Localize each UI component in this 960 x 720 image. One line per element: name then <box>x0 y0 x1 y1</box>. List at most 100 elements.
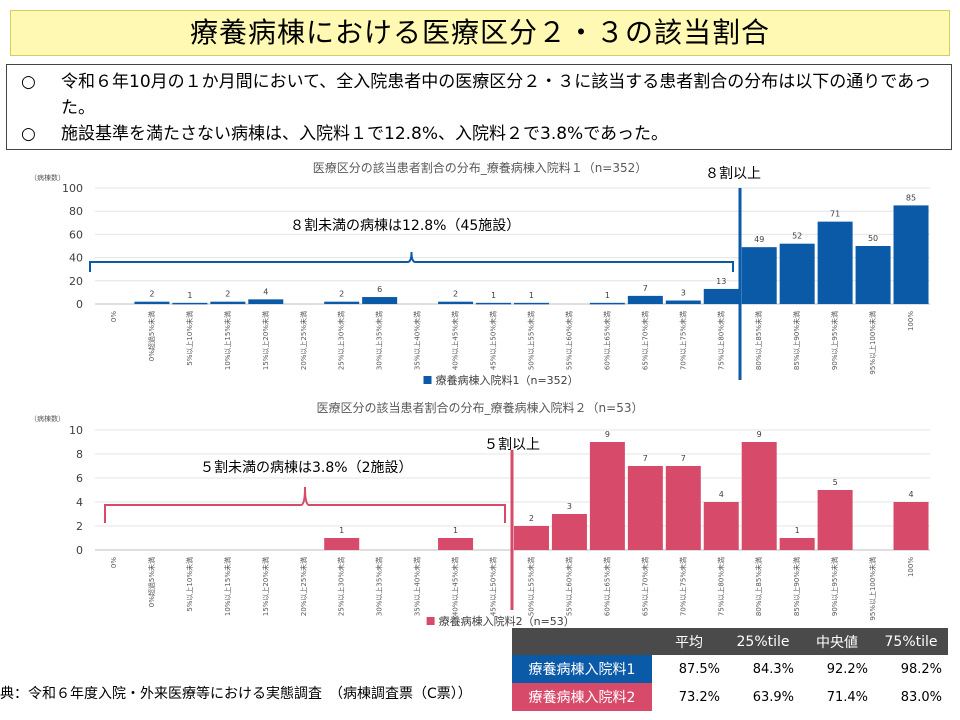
data-label: 9 <box>605 430 610 439</box>
x-tick-label: 30%以上35%未満 <box>375 311 384 370</box>
x-tick-label: 90%以上95%未満 <box>830 557 839 616</box>
bar <box>476 302 512 305</box>
x-tick-label: 30%以上35%未満 <box>375 557 384 616</box>
legend-label: 療養病棟入院料1（n=352） <box>436 373 579 387</box>
stats-header-p25: 25%tile <box>726 628 800 655</box>
stats-cell: 73.2% <box>678 689 720 705</box>
source-note: 典：令和６年度入院・外来医療等における実態調査 （病棟調査票（C票）） <box>0 686 472 702</box>
x-tick-label: 85%以上90%未満 <box>792 557 801 616</box>
data-label: 2 <box>453 290 458 299</box>
bar <box>248 299 284 304</box>
y-tick-label: 10 <box>69 424 83 437</box>
bar <box>134 301 170 304</box>
x-tick-label: 65%以上70%未満 <box>640 557 649 616</box>
x-tick-label: 45%以上50%未満 <box>489 557 498 616</box>
data-label: 3 <box>567 502 572 511</box>
data-label: 4 <box>908 490 913 499</box>
x-tick-label: 5%以上10%未満 <box>185 557 194 612</box>
stats-header-p75: 75%tile <box>874 628 948 655</box>
x-tick-label: 100% <box>907 557 915 577</box>
bar <box>703 288 739 304</box>
y-tick-label: 0 <box>76 298 83 311</box>
x-tick-label: 65%以上70%未満 <box>640 311 649 370</box>
bar <box>324 301 360 304</box>
stats-cell: 63.9% <box>752 689 794 705</box>
x-tick-label: 95%以上100%未満 <box>868 557 877 621</box>
bar <box>513 302 549 305</box>
x-tick-label: 80%以上85%未満 <box>754 311 763 370</box>
stats-header-mean: 平均 <box>652 628 726 655</box>
bar <box>210 301 246 304</box>
chart-title: 医療区分の該当患者割合の分布_療養病棟入院料２（n=53） <box>317 400 644 415</box>
x-tick-label: 70%以上75%未満 <box>678 311 687 370</box>
stats-row-label: 療養病棟入院料1 <box>512 655 652 683</box>
data-label: 3 <box>681 289 686 298</box>
data-label: 5 <box>833 478 838 487</box>
bar <box>741 247 777 304</box>
chart-title: 医療区分の該当患者割合の分布_療養病棟入院料１（n=352） <box>313 160 648 175</box>
y-tick-label: 20 <box>69 275 83 288</box>
y-tick-label: 6 <box>76 472 83 485</box>
x-tick-label: 25%以上30%未満 <box>337 311 346 370</box>
x-tick-label: 75%以上80%未満 <box>716 557 725 616</box>
bar <box>665 300 701 304</box>
x-tick-label: 50%以上55%未満 <box>526 311 535 370</box>
x-tick-label: 60%以上65%未満 <box>602 557 611 616</box>
x-tick-label: 80%以上85%未満 <box>754 557 763 616</box>
bar <box>551 514 587 550</box>
data-label: 71 <box>830 210 840 219</box>
x-tick-label: 20%以上25%未満 <box>299 311 308 370</box>
chart-nyuinryo-2: 医療区分の該当患者割合の分布_療養病棟入院料２（n=53） （病棟数） 0 2 4 6 8 1… <box>30 400 930 628</box>
x-tick-label: 85%以上90%未満 <box>792 311 801 370</box>
x-tick-label: 10%以上15%未満 <box>223 557 232 616</box>
bar <box>513 526 549 550</box>
bar <box>817 221 853 304</box>
stats-row: 療養病棟入院料2 73.2% 63.9% 71.4% 83.0% <box>512 683 948 711</box>
bullet-mark: ○ <box>21 72 36 92</box>
brace-label: ８割未満の病棟は12.8%（45施設） <box>290 217 520 234</box>
brace <box>89 251 734 272</box>
data-label: 1 <box>187 291 192 300</box>
x-tick-label: 100% <box>907 311 915 331</box>
bar <box>817 490 853 550</box>
x-tick-label: 90%以上95%未満 <box>830 311 839 370</box>
stats-cell: 92.2% <box>826 661 868 677</box>
bar <box>324 538 360 550</box>
bar <box>779 538 815 550</box>
stats-cell: 87.5% <box>678 661 720 677</box>
x-tick-label: 75%以上80%未満 <box>716 311 725 370</box>
x-tick-label: 0%超過5%未満 <box>147 311 156 361</box>
bar <box>438 538 474 550</box>
x-tick-label: 0%超過5%未満 <box>147 557 156 607</box>
x-tick-label: 45%以上50%未満 <box>489 311 498 370</box>
bar <box>855 246 891 304</box>
stats-cell: 84.3% <box>752 661 794 677</box>
y-tick-label: 2 <box>76 520 83 533</box>
data-label: 1 <box>605 291 610 300</box>
summary-line-2: 施設基準を満たさない病棟は、入院料１で12.8%、入院料２で3.8%であった。 <box>61 124 669 144</box>
x-tick-label: 55%以上60%未満 <box>564 311 573 370</box>
x-tick-label: 5%以上10%未満 <box>185 311 194 366</box>
bar <box>627 466 663 550</box>
x-tick-label: 60%以上65%未満 <box>602 311 611 370</box>
stats-table: 平均 25%tile 中央値 75%tile 療養病棟入院料1 87.5% 84… <box>512 628 948 711</box>
stats-cell: 71.4% <box>826 689 868 705</box>
y-tick-label: 4 <box>76 496 83 509</box>
data-label: 4 <box>719 490 724 499</box>
data-label: 1 <box>529 291 534 300</box>
x-tick-label: 10%以上15%未満 <box>223 311 232 370</box>
bar <box>589 442 625 550</box>
threshold-label: ８割以上 <box>705 165 761 182</box>
bar <box>362 297 398 304</box>
stats-row-label: 療養病棟入院料2 <box>512 683 652 711</box>
chart-nyuinryo-1: 医療区分の該当患者割合の分布_療養病棟入院料１（n=352）（病棟数）02040… <box>30 160 930 387</box>
bar <box>741 442 777 550</box>
data-label: 1 <box>339 526 344 535</box>
data-label: 1 <box>491 291 496 300</box>
stats-cell: 98.2% <box>900 661 942 677</box>
y-axis-label: （病棟数） <box>30 414 65 423</box>
data-label: 50 <box>868 234 878 243</box>
data-label: 13 <box>716 277 726 286</box>
x-tick-label: 70%以上75%未満 <box>678 557 687 616</box>
summary-line-1: 令和６年10月の１か月間において、全入院患者中の医療区分２・３に該当する患者割合… <box>61 72 932 118</box>
